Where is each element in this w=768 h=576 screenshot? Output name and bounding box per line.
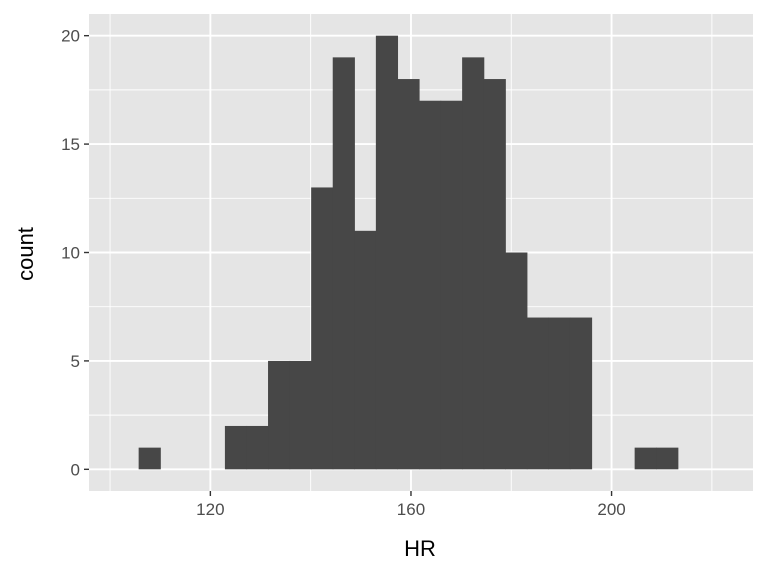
y-tick-label: 5 [71, 352, 80, 371]
histogram-bar [246, 425, 269, 470]
histogram-bar [483, 79, 506, 470]
histogram-bar [332, 57, 355, 470]
x-tick-label: 200 [597, 500, 625, 519]
y-axis-title: count [13, 227, 38, 281]
histogram-bar [569, 317, 593, 470]
x-axis-title: HR [404, 536, 436, 561]
histogram-bar [268, 360, 291, 470]
histogram-bar [656, 447, 679, 470]
histogram-bar [397, 79, 420, 470]
histogram-bar [418, 100, 442, 470]
histogram-bar [138, 447, 161, 470]
histogram-bar [311, 187, 334, 470]
x-tick-label: 120 [196, 500, 224, 519]
histogram-bar [548, 317, 571, 470]
y-tick-label: 10 [61, 244, 80, 263]
histogram-bar [224, 425, 248, 470]
histogram-bar [354, 230, 377, 470]
y-tick-label: 15 [61, 135, 80, 154]
histogram-bar [375, 35, 399, 470]
y-tick-label: 0 [71, 460, 80, 479]
y-axis: 0 5 10 15 20 [61, 27, 89, 479]
x-axis: 120 160 200 [196, 491, 626, 519]
histogram-bars [138, 35, 679, 470]
histogram-bar [634, 447, 657, 470]
x-tick-label: 160 [397, 500, 425, 519]
histogram-bar [462, 57, 485, 470]
histogram-bar [526, 317, 549, 470]
y-tick-label: 20 [61, 27, 80, 46]
histogram-bar [505, 252, 528, 470]
histogram-bar [440, 100, 463, 470]
histogram-bar [289, 360, 312, 470]
